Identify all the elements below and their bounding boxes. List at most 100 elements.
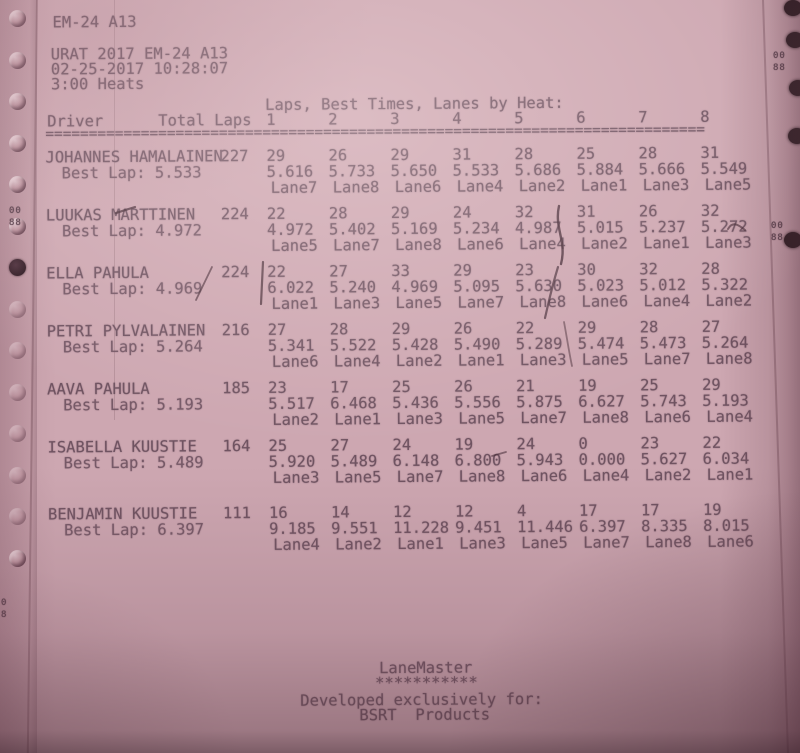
heat-result-cell: 32 5.012 Lane4 xyxy=(639,260,691,311)
heat-lane: Lane6 xyxy=(707,532,754,551)
heat-laps: 22 xyxy=(702,433,722,452)
heat-result-cell: 27 5.240 Lane3 xyxy=(329,262,381,313)
heat-lane: Lane4 xyxy=(333,352,381,371)
driver-total-laps: 164 xyxy=(222,437,251,456)
driver-total-laps: 224 xyxy=(221,263,250,282)
heat-laps: 19 xyxy=(578,376,597,395)
heat-laps: 16 xyxy=(268,503,288,522)
heat-best-time: 6.034 xyxy=(702,449,750,468)
heat-length: 3:00 Heats xyxy=(50,74,145,94)
heat-best-time: 5.666 xyxy=(638,160,686,179)
heat-best-time: 5.402 xyxy=(328,220,376,239)
driver-best-lap: Best Lap: 4.972 xyxy=(61,221,203,241)
heat-best-time: 5.264 xyxy=(701,333,749,352)
heat-result-cell: 32 5.272 Lane3 xyxy=(701,202,752,252)
heat-result-cell: 32 4.987 Lane4 xyxy=(514,203,566,254)
heat-laps: 28 xyxy=(514,145,534,164)
heat-best-time: 5.490 xyxy=(453,335,501,354)
heat-best-time: 5.616 xyxy=(266,162,314,181)
heat-best-time: 5.556 xyxy=(454,393,501,412)
heat-laps: 27 xyxy=(329,262,348,281)
heat-best-time: 11.228 xyxy=(392,518,450,538)
heat-best-time: 5.875 xyxy=(516,392,563,412)
heat-result-cell: 28 5.666 Lane3 xyxy=(638,144,689,194)
heat-laps: 31 xyxy=(576,202,596,221)
heat-laps: 23 xyxy=(640,434,660,453)
heat-laps: 24 xyxy=(452,203,472,222)
heat-lane: Lane6 xyxy=(644,407,692,427)
heat-lane: Lane5 xyxy=(581,350,629,369)
heat-result-cell: 31 5.549 Lane5 xyxy=(700,144,752,194)
heat-result-cell: 22 5.289 Lane3 xyxy=(515,319,567,369)
heat-lane: Lane1 xyxy=(397,534,444,554)
driver-total-laps: 111 xyxy=(222,504,252,523)
heat-lane: Lane1 xyxy=(706,465,754,484)
heat-laps: 22 xyxy=(266,204,286,223)
driver-best-lap: Best Lap: 5.193 xyxy=(63,395,204,415)
heat-laps: 12 xyxy=(392,502,412,522)
footer-stars: *********** xyxy=(375,673,478,693)
edge-mark: 88 xyxy=(773,63,786,73)
heat-laps: 28 xyxy=(639,318,659,337)
heat-lane: Lane4 xyxy=(456,177,504,196)
heat-laps: 32 xyxy=(514,203,534,222)
heat-result-cell: 26 5.733 Lane8 xyxy=(328,146,379,196)
heat-laps: 28 xyxy=(638,144,658,163)
heat-lane: Lane5 xyxy=(521,533,568,553)
heat-laps: 27 xyxy=(267,320,287,339)
heat-best-time: 5.023 xyxy=(577,276,625,295)
heat-result-cell: 29 5.616 Lane7 xyxy=(266,147,318,197)
heat-best-time: 9.185 xyxy=(268,519,316,538)
heat-laps: 22 xyxy=(515,319,535,338)
heat-best-time: 5.943 xyxy=(516,450,564,470)
heat-lane: Lane7 xyxy=(520,408,568,428)
heat-lane: Lane1 xyxy=(643,233,690,253)
heat-best-time: 6.397 xyxy=(578,517,626,536)
heat-best-time: 5.650 xyxy=(390,161,438,181)
heat-lane: Lane7 xyxy=(643,349,691,369)
driver-total-laps: 224 xyxy=(220,205,249,224)
heat-best-time: 5.436 xyxy=(392,393,439,413)
heat-lane: Lane3 xyxy=(333,294,381,313)
heat-lane: Lane4 xyxy=(643,291,691,311)
heat-lane: Lane8 xyxy=(645,532,692,552)
heat-best-time: 5.920 xyxy=(268,452,316,471)
heat-best-time: 8.335 xyxy=(640,516,688,536)
heat-best-time: 5.341 xyxy=(267,336,315,355)
heat-best-time: 5.193 xyxy=(702,391,749,410)
driver-best-lap: Best Lap: 4.969 xyxy=(62,279,203,299)
heat-result-cell: 28 5.322 Lane2 xyxy=(701,259,752,310)
heat-lane: Lane8 xyxy=(458,467,506,486)
heat-lane: Lane7 xyxy=(396,467,444,487)
driver-total-laps: 227 xyxy=(220,147,249,166)
heat-best-time: 5.428 xyxy=(391,335,439,355)
heat-best-time: 5.234 xyxy=(452,219,500,238)
heat-best-time: 5.630 xyxy=(515,276,563,296)
heat-lane: Lane7 xyxy=(270,178,318,197)
heat-laps: 28 xyxy=(701,259,720,278)
heat-laps: 26 xyxy=(454,377,473,396)
heat-laps: 29 xyxy=(390,203,410,223)
heat-lane: Lane8 xyxy=(705,349,753,368)
heat-lane: Lane4 xyxy=(582,466,630,485)
edge-mark: 88 xyxy=(9,218,22,228)
heat-result-cell: 29 5.169 Lane8 xyxy=(390,203,442,255)
heat-lane: Lane1 xyxy=(334,410,382,429)
heat-laps: 23 xyxy=(268,378,287,397)
heat-lane: Lane5 xyxy=(704,175,752,194)
heat-result-cell: 22 4.972 Lane5 xyxy=(266,204,318,255)
heat-laps: 29 xyxy=(702,375,721,394)
heat-result-cell: 25 5.436 Lane3 xyxy=(392,378,443,428)
heat-result-cell: 17 6.397 Lane7 xyxy=(578,502,630,552)
heat-lane: Lane8 xyxy=(395,235,442,255)
heat-lane: Lane4 xyxy=(519,234,566,254)
heat-laps: 21 xyxy=(516,377,535,396)
heat-lane: Lane1 xyxy=(457,351,505,370)
heat-lane: Lane5 xyxy=(395,293,443,313)
heat-best-time: 5.627 xyxy=(640,449,688,469)
heat-laps: 32 xyxy=(639,260,658,279)
heat-best-time: 5.533 xyxy=(452,161,500,180)
driver-best-lap: Best Lap: 6.397 xyxy=(64,520,205,540)
heat-best-time: 5.322 xyxy=(701,275,749,294)
